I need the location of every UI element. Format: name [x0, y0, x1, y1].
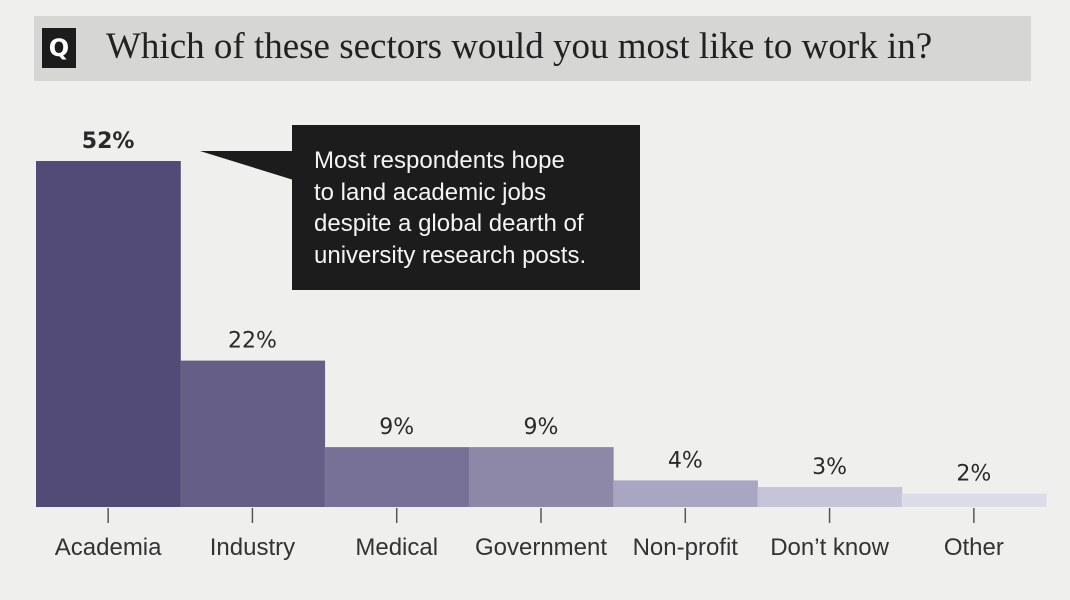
value-labels: 52% 22% 9% 9% 4% 3% 2%: [82, 129, 992, 487]
value-label: 3%: [812, 455, 847, 480]
question-header: Q Which of these sectors would you most …: [34, 16, 1031, 81]
value-label: 2%: [956, 462, 991, 487]
callout-line: despite a global dearth of: [314, 210, 584, 237]
category-label: Don’t know: [770, 534, 889, 561]
question-title: Which of these sectors would you most li…: [106, 26, 933, 67]
bar-5: [757, 487, 903, 507]
value-label: 4%: [668, 448, 703, 473]
category-label: Medical: [355, 534, 438, 561]
callout-annotation: Most respondents hope to land academic j…: [292, 125, 640, 290]
question-badge: Q: [42, 28, 76, 68]
category-label: Industry: [210, 534, 295, 561]
category-label: Other: [944, 534, 1004, 561]
bar-4: [613, 480, 758, 507]
bar-2: [324, 447, 470, 507]
callout-pointer: [200, 151, 300, 182]
bar-6: [901, 493, 1047, 507]
category-label: Non-profit: [633, 534, 739, 561]
value-label: 9%: [379, 415, 414, 440]
bars-group: [36, 161, 1047, 507]
callout-line: Most respondents hope: [314, 147, 565, 174]
callout-line: to land academic jobs: [314, 178, 547, 206]
category-label: Academia: [55, 534, 162, 561]
value-label: 9%: [524, 415, 559, 440]
bar-3: [468, 447, 614, 507]
bar-1: [180, 360, 326, 507]
value-label: 52%: [82, 129, 135, 154]
category-labels: Academia Industry Medical Government Non-pro…: [55, 534, 1004, 561]
callout-line: university research posts.: [314, 241, 587, 269]
bar-0: [36, 161, 181, 507]
category-label: Government: [475, 534, 607, 561]
value-label: 22%: [228, 329, 277, 354]
x-axis-ticks: [107, 508, 975, 523]
